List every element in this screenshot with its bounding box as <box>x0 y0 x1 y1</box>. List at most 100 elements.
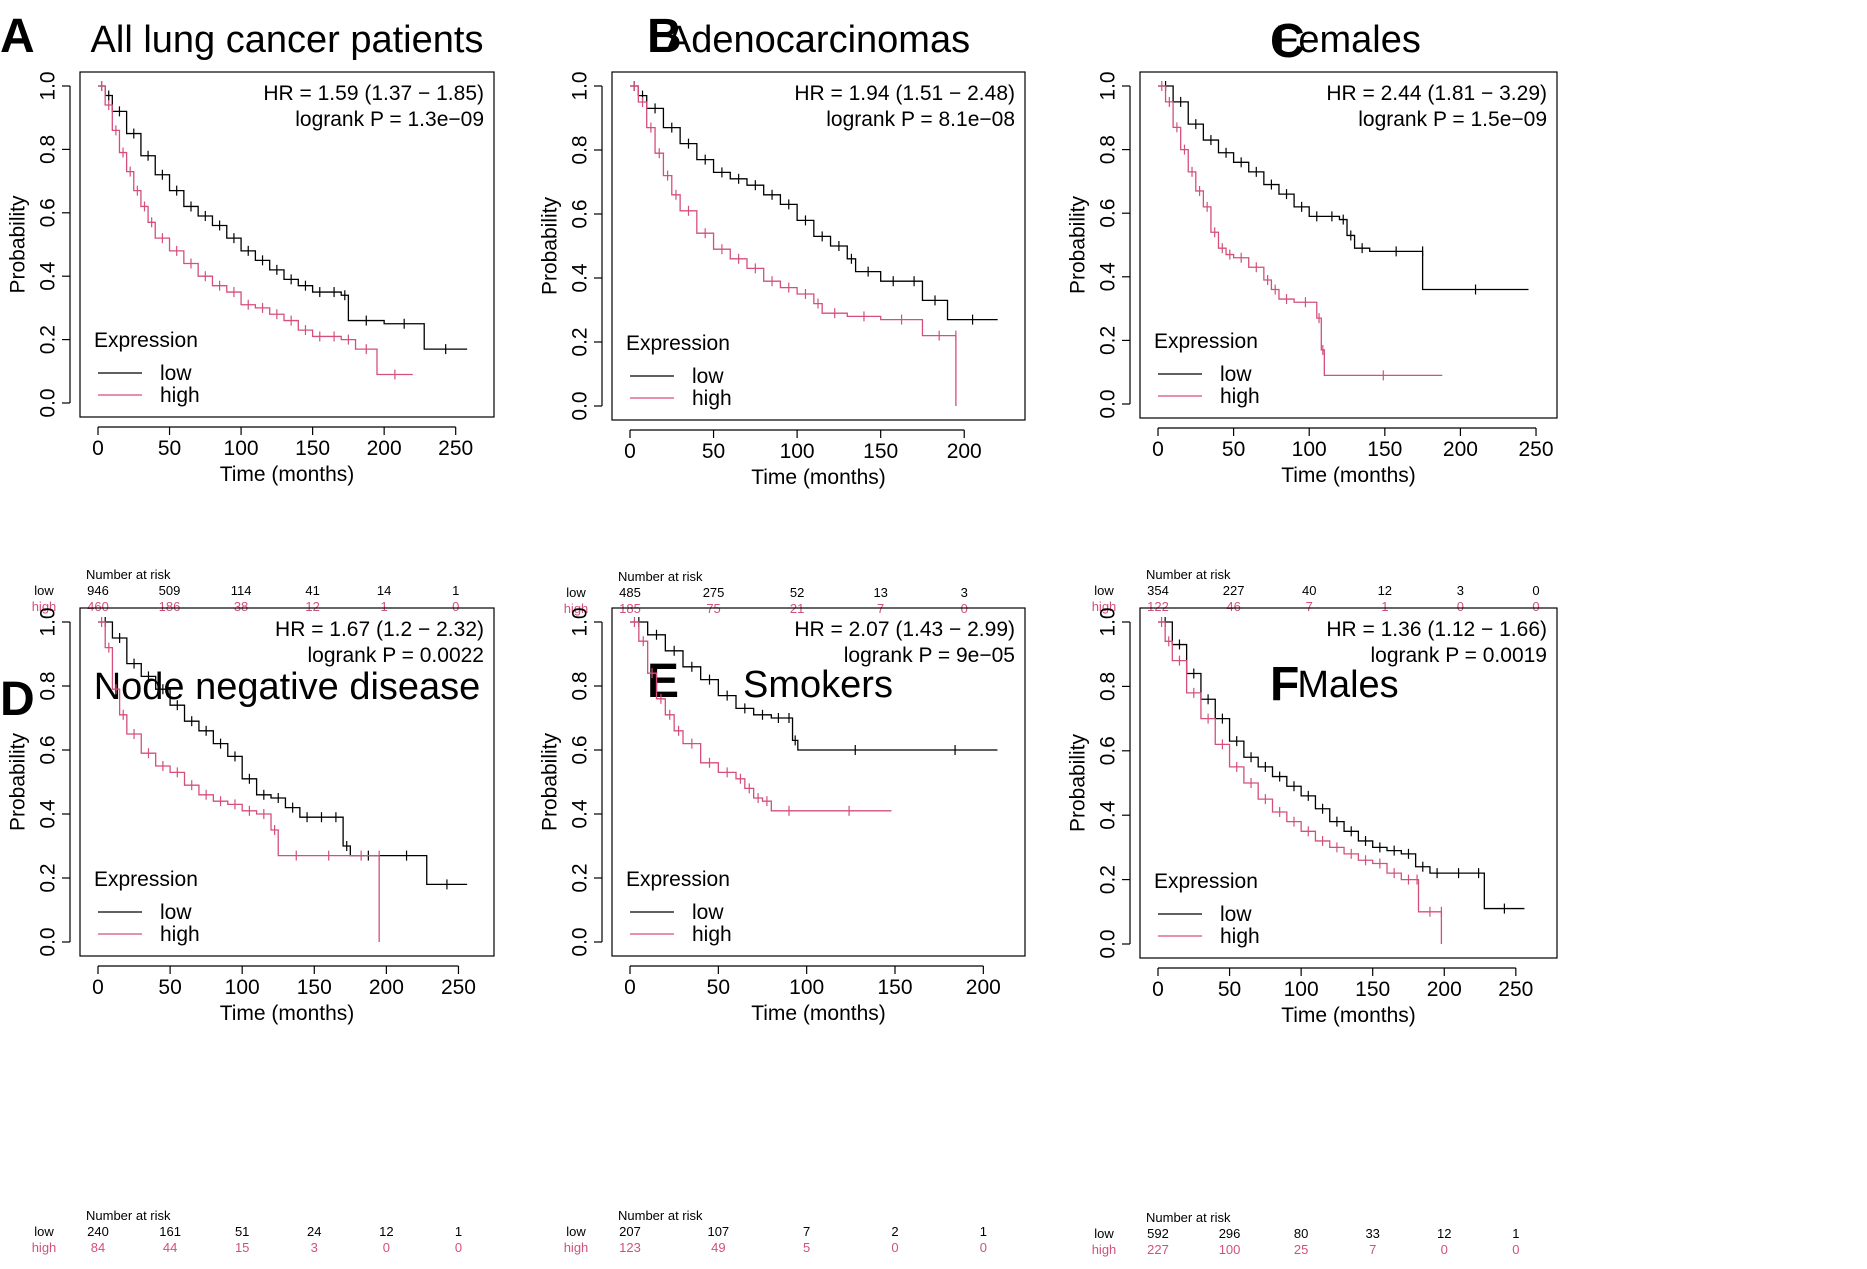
y-tick-label: 0.2 <box>569 327 592 356</box>
risk-count-high: 1 <box>1381 599 1388 614</box>
risk-count-low: 12 <box>1378 583 1392 598</box>
panel-title: Adenocarcinomas <box>666 19 970 61</box>
panel-letter: F <box>1270 658 1299 711</box>
y-tick-label: 0.4 <box>37 799 60 829</box>
risk-count-high: 12 <box>305 599 319 614</box>
risk-count-high: 0 <box>383 1240 390 1255</box>
legend-title: Expression <box>626 332 730 355</box>
y-axis-label: Probability <box>7 732 30 831</box>
legend-label-low: low <box>692 901 724 924</box>
km-curve-low <box>98 621 468 886</box>
y-tick-label: 0.8 <box>1097 672 1120 701</box>
y-tick-label: 0.6 <box>1097 199 1120 228</box>
risk-count-low: 240 <box>87 1224 109 1239</box>
x-tick-label: 150 <box>297 976 332 999</box>
x-tick-label: 250 <box>1519 438 1554 461</box>
y-tick-label: 0.4 <box>569 263 592 293</box>
legend-label-low: low <box>692 365 724 388</box>
x-axis-label: Time (months) <box>1281 464 1416 487</box>
risk-count-low: 227 <box>1223 583 1245 598</box>
hazard-ratio-text: HR = 1.59 (1.37 − 1.85) <box>263 82 484 105</box>
risk-row-label-high: high <box>564 601 589 616</box>
panel-letter: A <box>0 10 35 63</box>
x-tick-label: 0 <box>92 437 104 460</box>
y-axis-label: Probability <box>539 196 562 295</box>
x-tick-label: 0 <box>1152 438 1164 461</box>
legend-label-high: high <box>692 923 732 946</box>
risk-row-label-high: high <box>1092 1242 1117 1257</box>
y-tick-label: 0.0 <box>569 391 592 420</box>
risk-count-high: 227 <box>1147 1242 1169 1257</box>
risk-count-low: 509 <box>159 583 181 598</box>
risk-row-label-low: low <box>566 585 586 600</box>
hazard-ratio-text: HR = 2.07 (1.43 − 2.99) <box>794 618 1015 641</box>
y-tick-label: 0.2 <box>37 325 60 354</box>
risk-count-low: 107 <box>707 1224 729 1239</box>
y-tick-label: 0.0 <box>569 927 592 956</box>
logrank-p-text: logrank P = 9e−05 <box>844 644 1015 667</box>
risk-count-high: 0 <box>1441 1242 1448 1257</box>
x-tick-label: 250 <box>1498 978 1533 1001</box>
x-tick-label: 0 <box>1152 978 1164 1001</box>
risk-count-high: 5 <box>803 1240 810 1255</box>
legend-label-low: low <box>1220 903 1252 926</box>
risk-row-label-low: low <box>1094 1226 1114 1241</box>
x-tick-label: 0 <box>624 440 636 463</box>
km-panel-a: A All lung cancer patients 0.0 0.2 0.4 0.6 0.8… <box>0 10 495 614</box>
risk-count-high: 38 <box>234 599 248 614</box>
risk-count-low: 51 <box>235 1224 249 1239</box>
risk-row-label-high: high <box>32 1240 57 1255</box>
x-tick-label: 100 <box>789 976 824 999</box>
risk-count-low: 12 <box>379 1224 393 1239</box>
risk-count-low: 12 <box>1437 1226 1451 1241</box>
risk-count-high: 0 <box>891 1240 898 1255</box>
x-axis-label: Time (months) <box>220 1002 355 1025</box>
risk-row-label-high: high <box>32 599 57 614</box>
risk-count-low: 485 <box>619 585 641 600</box>
risk-count-high: 186 <box>159 599 181 614</box>
y-tick-label: 0.6 <box>37 198 60 227</box>
risk-table-title: Number at risk <box>618 569 703 584</box>
y-tick-label: 0.4 <box>569 799 592 829</box>
risk-count-high: 0 <box>455 1240 462 1255</box>
y-tick-label: 1.0 <box>1097 607 1120 636</box>
risk-table-title: Number at risk <box>86 567 171 582</box>
x-tick-label: 150 <box>1367 438 1402 461</box>
logrank-p-text: logrank P = 0.0019 <box>1370 644 1547 667</box>
y-tick-label: 1.0 <box>569 71 592 100</box>
risk-count-high: 46 <box>1226 599 1240 614</box>
x-tick-label: 100 <box>1292 438 1327 461</box>
risk-count-high: 123 <box>619 1240 641 1255</box>
risk-count-low: 946 <box>87 583 109 598</box>
y-tick-label: 1.0 <box>37 607 60 636</box>
risk-count-high: 460 <box>87 599 109 614</box>
risk-count-high: 7 <box>1306 599 1313 614</box>
y-tick-label: 1.0 <box>37 71 60 100</box>
x-axis-label: Time (months) <box>1281 1004 1416 1027</box>
hazard-ratio-text: HR = 1.94 (1.51 − 2.48) <box>794 82 1015 105</box>
km-curve-low <box>1158 621 1525 910</box>
y-tick-label: 0.2 <box>1097 865 1120 894</box>
logrank-p-text: logrank P = 1.3e−09 <box>295 108 484 131</box>
panel-title: Node negative disease <box>94 666 481 708</box>
y-tick-label: 0.8 <box>37 671 60 700</box>
x-tick-label: 200 <box>1443 438 1478 461</box>
legend-title: Expression <box>94 868 198 891</box>
legend-label-high: high <box>692 387 732 410</box>
km-panel-d: D Node negative disease 0.0 0.2 0.4 0.6 0.8 1.0… <box>0 607 495 1255</box>
km-curve-high <box>630 621 892 812</box>
legend-label-high: high <box>160 923 200 946</box>
x-tick-label: 50 <box>158 976 181 999</box>
x-tick-label: 200 <box>1427 978 1462 1001</box>
y-tick-label: 0.6 <box>1097 736 1120 765</box>
risk-row-label-low: low <box>1094 583 1114 598</box>
x-tick-label: 200 <box>966 976 1001 999</box>
risk-count-low: 354 <box>1147 583 1169 598</box>
risk-count-high: 0 <box>980 1240 987 1255</box>
y-tick-label: 0.2 <box>37 863 60 892</box>
hazard-ratio-text: HR = 2.44 (1.81 − 3.29) <box>1326 82 1547 105</box>
x-tick-label: 250 <box>438 437 473 460</box>
km-curve-high <box>630 85 957 406</box>
